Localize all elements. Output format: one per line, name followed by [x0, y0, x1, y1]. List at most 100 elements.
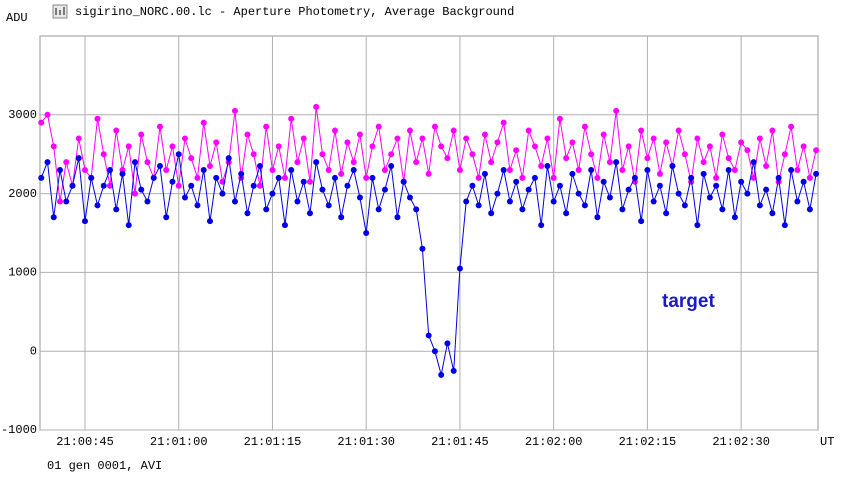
y-tick-label: 1000	[8, 266, 37, 280]
data-point	[769, 210, 776, 217]
data-point	[63, 198, 70, 205]
data-point	[350, 159, 357, 166]
data-point	[581, 202, 588, 209]
data-point	[131, 159, 138, 166]
data-point	[788, 166, 795, 173]
data-point	[388, 163, 395, 170]
data-point	[81, 166, 88, 173]
data-point	[738, 139, 745, 146]
data-point	[331, 174, 338, 181]
data-point	[294, 198, 301, 205]
data-point	[544, 135, 551, 142]
data-point	[606, 194, 613, 201]
data-point	[175, 182, 182, 189]
x-tick-label: 21:01:45	[431, 435, 489, 449]
data-point	[425, 332, 432, 339]
data-point	[606, 159, 613, 166]
data-point	[531, 143, 538, 150]
x-tick-label: 21:02:00	[525, 435, 583, 449]
data-point	[469, 182, 476, 189]
data-point	[300, 135, 307, 142]
data-point	[669, 163, 676, 170]
data-point	[181, 194, 188, 201]
data-point	[594, 214, 601, 221]
data-point	[269, 190, 276, 197]
data-point	[313, 103, 320, 110]
data-point	[775, 174, 782, 181]
data-point	[113, 206, 120, 213]
data-point	[538, 163, 545, 170]
data-point	[463, 198, 470, 205]
data-point	[438, 371, 445, 378]
data-point	[369, 174, 376, 181]
data-point	[738, 178, 745, 185]
data-point	[400, 178, 407, 185]
data-point	[388, 151, 395, 158]
x-tick-label: 21:01:00	[150, 435, 208, 449]
data-point	[156, 123, 163, 130]
data-point	[650, 198, 657, 205]
data-point	[494, 139, 501, 146]
data-point	[169, 143, 176, 150]
data-point	[569, 139, 576, 146]
data-point	[425, 170, 432, 177]
data-point	[356, 131, 363, 138]
data-point	[206, 163, 213, 170]
data-point	[500, 119, 507, 126]
x-tick-label: 21:02:15	[619, 435, 677, 449]
data-point	[806, 174, 813, 181]
data-point	[138, 186, 145, 193]
data-point	[319, 186, 326, 193]
data-point	[700, 159, 707, 166]
data-point	[175, 151, 182, 158]
data-point	[731, 166, 738, 173]
data-point	[450, 367, 457, 374]
data-point	[256, 182, 263, 189]
data-point	[513, 178, 520, 185]
data-point	[600, 131, 607, 138]
data-point	[281, 174, 288, 181]
data-point	[600, 178, 607, 185]
data-point	[438, 143, 445, 150]
data-point	[213, 174, 220, 181]
data-point	[169, 178, 176, 185]
data-point	[163, 166, 170, 173]
data-point	[644, 166, 651, 173]
data-point	[538, 222, 545, 229]
data-point	[269, 166, 276, 173]
data-point	[413, 206, 420, 213]
data-point	[575, 166, 582, 173]
data-point	[663, 210, 670, 217]
data-point	[50, 143, 57, 150]
data-point	[144, 198, 151, 205]
data-point	[700, 170, 707, 177]
data-point	[506, 166, 513, 173]
data-point	[431, 348, 438, 355]
data-point	[50, 214, 57, 221]
data-point	[225, 155, 232, 162]
data-point	[325, 166, 332, 173]
data-point	[413, 159, 420, 166]
data-point	[563, 155, 570, 162]
data-point	[63, 159, 70, 166]
data-point	[769, 127, 776, 134]
data-point	[650, 135, 657, 142]
data-point	[100, 182, 107, 189]
data-point	[356, 194, 363, 201]
data-point	[450, 127, 457, 134]
data-point	[156, 163, 163, 170]
data-point	[588, 166, 595, 173]
data-point	[75, 135, 82, 142]
data-point	[213, 139, 220, 146]
x-tick-label: 21:00:45	[56, 435, 114, 449]
data-point	[263, 123, 270, 130]
data-point	[125, 222, 132, 229]
x-axis-label: UT	[820, 435, 834, 449]
y-tick-label: -1000	[1, 423, 37, 437]
data-point	[200, 119, 207, 126]
data-point	[656, 182, 663, 189]
data-point	[619, 206, 626, 213]
data-point	[744, 147, 751, 154]
x-tick-label: 21:01:15	[244, 435, 302, 449]
data-point	[563, 210, 570, 217]
